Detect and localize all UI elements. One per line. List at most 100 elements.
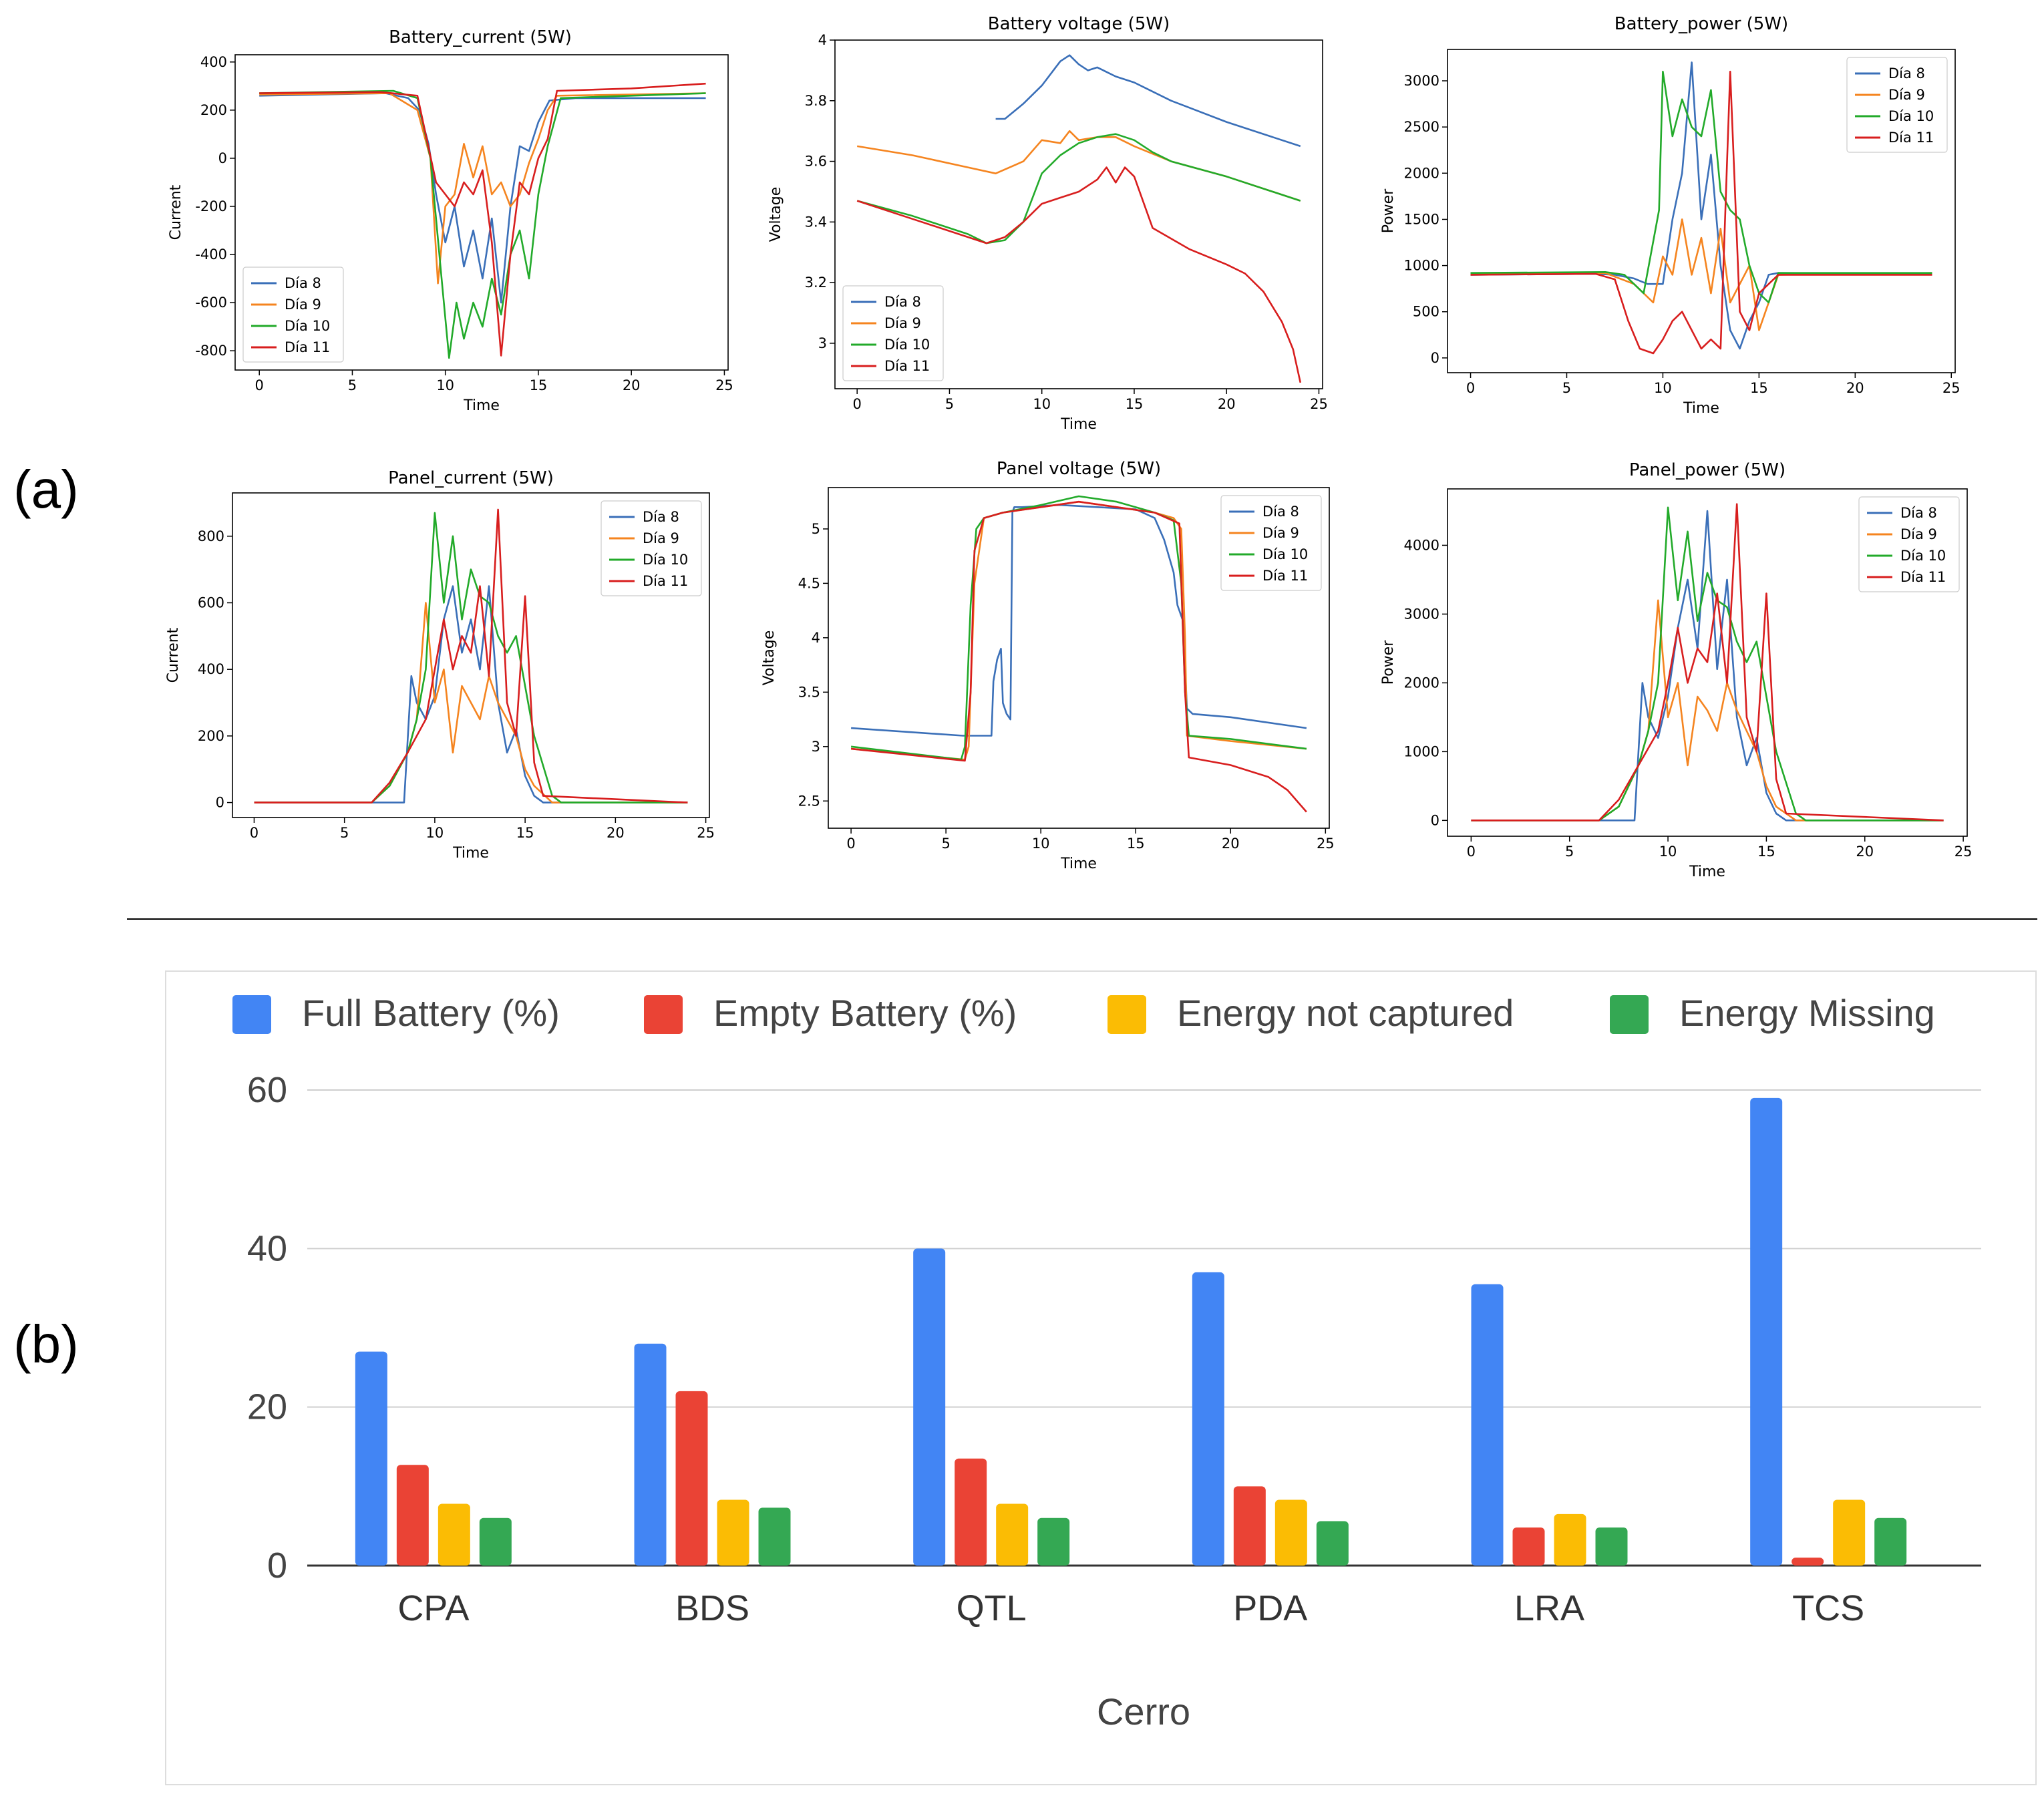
chart-3-ytick-label: 3000 — [1404, 73, 1439, 89]
chart-4-axes-frame — [232, 492, 710, 818]
chart-3-xtick-label: 0 — [1466, 380, 1475, 396]
chart-5-legend-label: Día 9 — [1262, 525, 1299, 541]
chart-1-xlabel: Time — [463, 397, 500, 414]
bar-pda-series-2 — [1233, 1486, 1266, 1566]
chart-2-series-line-dia-11 — [856, 166, 1302, 383]
chart-1-legend-label: Día 10 — [285, 318, 330, 334]
chart-3-title: Battery_power (5W) — [1614, 14, 1788, 34]
chart-6-legend-label: Día 10 — [1900, 548, 1946, 564]
bar-legend-swatch — [1610, 995, 1649, 1034]
chart-4-title: Panel_current (5W) — [388, 468, 554, 488]
chart-1-legend-label: Día 9 — [285, 297, 321, 313]
chart-3-legend-label: Día 9 — [1888, 87, 1925, 103]
chart-2-title: Battery voltage (5W) — [988, 14, 1170, 34]
chart-2-xtick-label: 5 — [945, 396, 954, 412]
chart-3-ytick-label: 1000 — [1404, 258, 1439, 274]
chart-6-legend-label: Día 11 — [1900, 569, 1946, 585]
bar-tcs-series-4 — [1874, 1517, 1907, 1566]
bar-legend-label: Energy not captured — [1177, 992, 1514, 1034]
chart-5-xtick-label: 15 — [1127, 836, 1145, 852]
chart-5-ytick-label: 4 — [812, 630, 820, 646]
chart-4-legend-label: Día 10 — [643, 552, 688, 568]
chart-2-ytick-label: 3.6 — [805, 154, 827, 170]
chart-5-ytick-label: 3.5 — [798, 684, 820, 700]
chart-4-legend-label: Día 11 — [643, 573, 688, 589]
bar-qtl-series-4 — [1037, 1517, 1070, 1566]
chart-3-legend — [1846, 57, 1948, 153]
bar-legend-swatch — [644, 995, 683, 1034]
chart-6-series-line-dia-8 — [1471, 510, 1944, 822]
chart-5-ytick-label: 3 — [812, 739, 820, 755]
chart-5-series-line-dia-11 — [850, 500, 1307, 813]
chart-1-legend-label: Día 11 — [285, 339, 330, 355]
chart-1-xtick-label: 10 — [436, 377, 454, 393]
chart-3-legend-label: Día 10 — [1888, 108, 1934, 124]
chart-4-series-line-dia-11 — [254, 508, 688, 803]
chart-2-ytick-label: 3.8 — [805, 93, 827, 109]
chart-1-ytick-label: 0 — [218, 150, 227, 166]
chart-5-axes-frame — [828, 487, 1330, 829]
chart-2-series-line-dia-8 — [995, 54, 1301, 148]
chart-1-ytick-label: -600 — [195, 295, 227, 311]
chart-5-ytick-label: 2.5 — [798, 793, 820, 809]
charts-layer: Battery_current (5W) 0 5 10 15 20 25 -800 -600 -4… — [165, 14, 1981, 1733]
chart-2-legend-label: Día 8 — [884, 294, 921, 310]
bar-tcs-series-2 — [1792, 1558, 1824, 1566]
chart-1-xtick-label: 25 — [715, 377, 733, 393]
chart-5-legend-label: Día 10 — [1262, 546, 1308, 562]
chart-4-ytick-label: 800 — [198, 528, 224, 544]
chart-6-xtick-label: 15 — [1757, 844, 1775, 860]
chart-2-xtick-label: 20 — [1218, 396, 1236, 412]
bar-category-label: TCS — [1792, 1588, 1864, 1628]
chart-2-xlabel: Time — [1060, 416, 1097, 433]
chart-2-ytick-label: 4 — [818, 32, 827, 48]
chart-2-xtick-label: 0 — [852, 396, 861, 412]
chart-5-legend — [1220, 495, 1322, 591]
chart-5-legend-label: Día 11 — [1262, 568, 1308, 584]
chart-3-legend-label: Día 11 — [1888, 130, 1934, 146]
bar-cpa-series-2 — [396, 1465, 429, 1566]
chart-4-legend-label: Día 9 — [643, 530, 679, 546]
chart-1-ytick-label: -200 — [195, 198, 227, 214]
bar-category-label: LRA — [1514, 1588, 1584, 1628]
chart-4-legend-label: Día 8 — [643, 509, 679, 525]
chart-4-xlabel: Time — [452, 845, 489, 862]
bar-legend-label: Full Battery (%) — [302, 992, 560, 1034]
chart-2-series-line-dia-9 — [856, 130, 1301, 202]
chart-4: Panel_current (5W) 0 5 10 15 20 25 0 200 400 600 80… — [165, 468, 715, 862]
bar-ytick-label: 60 — [247, 1070, 287, 1110]
chart-1-legend-label: Día 8 — [285, 275, 321, 291]
bar-pda-series-3 — [1274, 1499, 1307, 1566]
bar-chart-frame — [165, 970, 2037, 1785]
chart-3-ytick-label: 2000 — [1404, 165, 1439, 181]
chart-4-ytick-label: 200 — [198, 728, 224, 744]
chart-3-series-line-dia-8 — [1470, 61, 1932, 350]
chart-3-legend-label: Día 8 — [1888, 65, 1925, 81]
chart-4-xtick-label: 0 — [250, 825, 259, 841]
bar-cpa-series-3 — [438, 1503, 470, 1566]
chart-6: Panel_power (5W) 0 5 10 15 20 25 0 1000 2000 3000 4… — [1380, 460, 1972, 880]
chart-6-ylabel: Power — [1380, 640, 1397, 685]
chart-4-series-line-dia-8 — [254, 585, 688, 803]
chart-5-ytick-label: 4.5 — [798, 575, 820, 591]
chart-2-ylabel: Voltage — [768, 187, 784, 242]
chart-3-xtick-label: 5 — [1562, 380, 1571, 396]
chart-1-ytick-label: -400 — [195, 246, 227, 262]
chart-6-ytick-label: 2000 — [1404, 675, 1439, 691]
bar-cpa-series-1 — [355, 1351, 387, 1566]
bar-qtl-series-1 — [913, 1248, 946, 1566]
chart-5-xtick-label: 0 — [846, 836, 855, 852]
bar-ytick-label: 20 — [247, 1387, 287, 1427]
chart-2-ytick-label: 3 — [818, 335, 827, 351]
chart-2-ytick-label: 3.4 — [805, 214, 827, 230]
chart-6-ytick-label: 3000 — [1404, 606, 1439, 622]
chart-6-axes-frame — [1447, 488, 1968, 837]
bar-qtl-series-3 — [996, 1503, 1029, 1566]
chart-6-xlabel: Time — [1689, 864, 1725, 880]
bar-ytick-label: 0 — [267, 1546, 287, 1586]
chart-6-xtick-label: 20 — [1856, 844, 1874, 860]
chart-5-xtick-label: 5 — [941, 836, 950, 852]
bar-qtl-series-2 — [955, 1458, 987, 1566]
chart-5-xtick-label: 20 — [1222, 836, 1240, 852]
